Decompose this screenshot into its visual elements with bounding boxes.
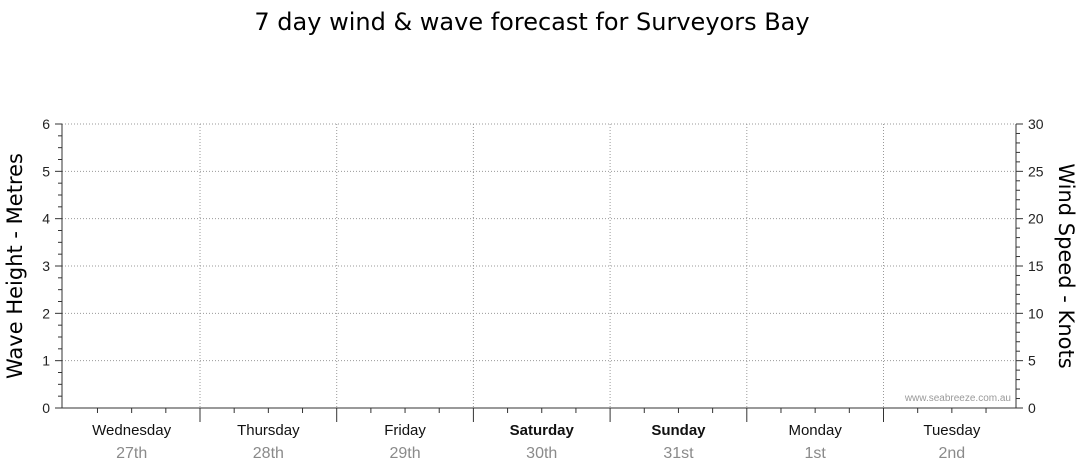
right-tick-label: 15 [1028,258,1044,274]
x-day-name-label: Monday [788,422,842,439]
left-tick-label: 2 [42,305,50,321]
x-day-name-label: Wednesday [92,422,171,439]
x-date-label: 27th [116,445,147,462]
right-tick-label: 0 [1028,400,1036,416]
x-axis-day-labels: Wednesday 27th Thursday 28th Friday 29th Satur… [92,422,981,462]
x-date-label: 2nd [938,445,965,462]
x-day-name-label: Tuesday [923,422,980,439]
right-tick-label: 30 [1028,116,1044,132]
x-date-label: 31st [663,445,694,462]
x-date-label: 28th [253,445,284,462]
x-day-name-label: Saturday [510,422,575,439]
x-day-name-label: Sunday [651,422,706,439]
right-axis-title: Wind Speed - Knots [1054,163,1078,368]
x-day-name-label: Friday [384,422,426,439]
x-date-label: 30th [526,445,557,462]
left-tick-label: 3 [42,258,50,274]
left-tick-label: 4 [42,211,50,227]
right-tick-label: 25 [1028,163,1044,179]
left-axis-title: Wave Height - Metres [3,153,27,379]
grid-lines [62,123,1016,408]
x-day-name-label: Thursday [237,422,300,439]
left-axis-ticks: 0 1 2 3 4 5 6 [42,116,62,416]
right-tick-label: 10 [1028,305,1044,321]
left-tick-label: 6 [42,116,50,132]
x-date-label: 29th [389,445,420,462]
watermark-text: www.seabreeze.com.au [904,393,1011,404]
chart-title: 7 day wind & wave forecast for Surveyors… [254,8,809,36]
x-date-label: 1st [804,445,826,462]
left-tick-label: 0 [42,400,50,416]
left-tick-label: 5 [42,163,50,179]
left-tick-label: 1 [42,353,50,369]
right-tick-label: 20 [1028,211,1044,227]
right-tick-label: 5 [1028,353,1036,369]
right-axis-ticks: 0 5 10 15 20 25 30 [1016,116,1044,416]
